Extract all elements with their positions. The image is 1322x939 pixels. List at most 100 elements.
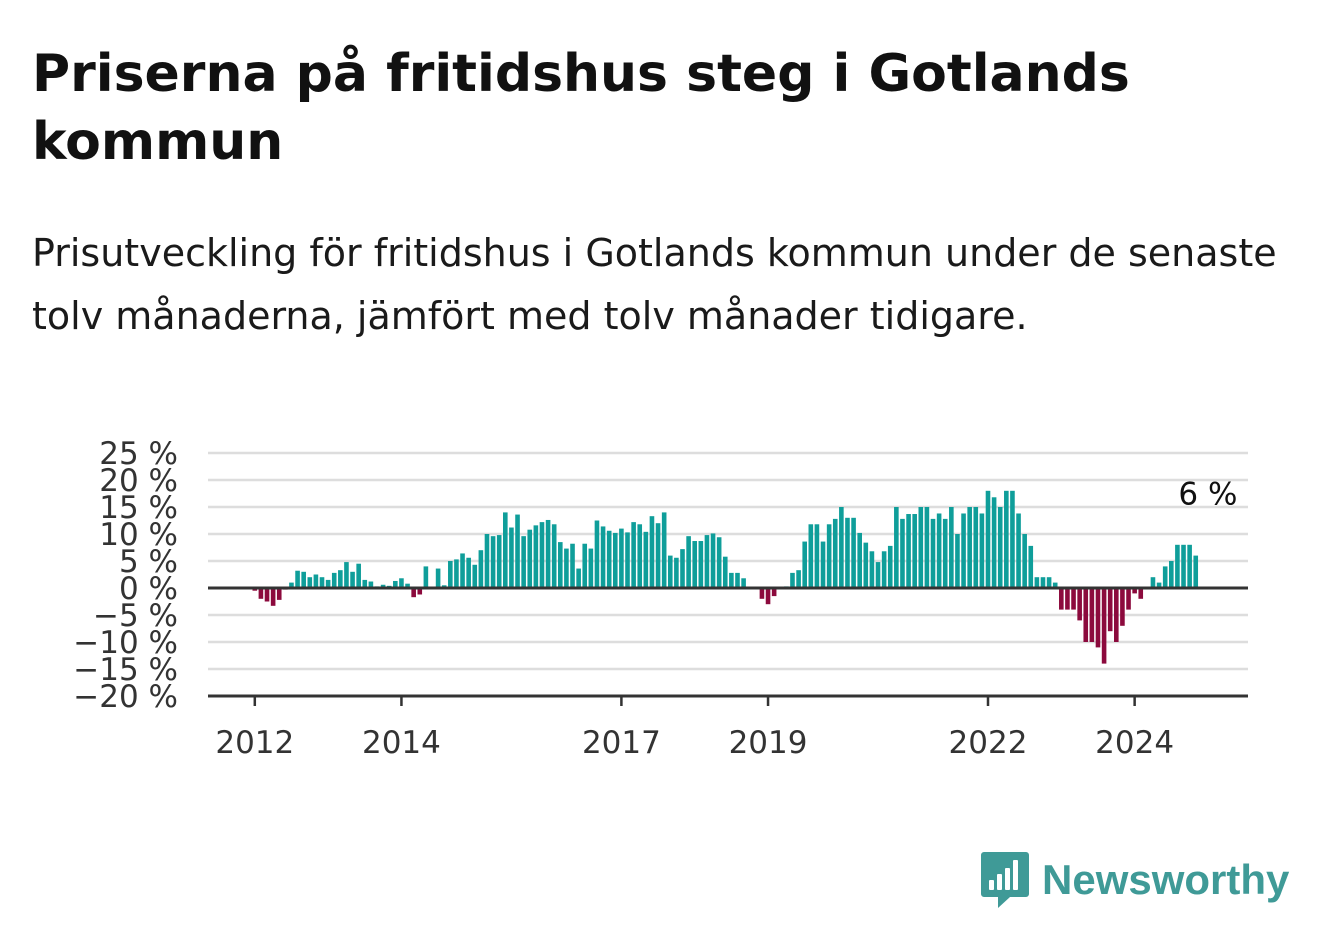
bar xyxy=(655,523,661,588)
bar xyxy=(405,583,410,588)
bar xyxy=(1034,577,1040,588)
bar xyxy=(832,518,838,588)
bar xyxy=(857,532,862,588)
bar xyxy=(936,513,942,588)
bar xyxy=(729,572,734,588)
axes xyxy=(208,586,1248,706)
x-tick-label: 2012 xyxy=(215,725,294,761)
bar xyxy=(484,534,490,588)
bar xyxy=(1046,577,1052,588)
bar xyxy=(545,519,551,588)
bar xyxy=(521,536,526,588)
bar xyxy=(448,561,453,588)
bar xyxy=(1120,588,1125,626)
bar xyxy=(307,577,313,588)
bar xyxy=(301,571,306,588)
bar xyxy=(1004,490,1009,588)
bar xyxy=(1107,588,1113,632)
bar xyxy=(985,490,991,588)
bar xyxy=(716,537,722,588)
bar xyxy=(826,524,832,588)
bar xyxy=(258,588,264,599)
bar xyxy=(881,551,887,588)
bar-chart-logo-icon xyxy=(981,852,1029,908)
bar xyxy=(600,526,606,588)
bar xyxy=(325,579,331,588)
bar xyxy=(967,507,972,588)
y-tick-label: 0 % xyxy=(119,571,178,607)
bar xyxy=(1138,588,1144,599)
bar xyxy=(466,557,471,588)
bar xyxy=(894,507,899,588)
bar xyxy=(771,588,777,597)
bar xyxy=(710,533,716,588)
bar xyxy=(900,518,905,588)
bar xyxy=(667,555,673,588)
bar xyxy=(295,570,300,588)
bar xyxy=(790,572,795,588)
x-tick-label: 2014 xyxy=(362,725,441,761)
bars xyxy=(252,490,1199,664)
bar xyxy=(270,588,276,606)
bar xyxy=(276,588,282,600)
bar xyxy=(313,574,319,588)
annotation-label: 6 % xyxy=(1178,477,1237,513)
brand-name: Newsworthy xyxy=(1042,856,1290,903)
bar xyxy=(637,524,643,588)
bar xyxy=(570,543,575,588)
bar xyxy=(863,542,869,588)
bar xyxy=(368,581,374,588)
y-tick-label: 20 % xyxy=(99,463,178,499)
bar xyxy=(539,522,545,588)
y-tick-label: −5 % xyxy=(93,598,178,634)
bar xyxy=(887,545,893,588)
bar xyxy=(588,548,594,588)
bar xyxy=(478,550,484,588)
bar xyxy=(344,562,349,588)
bar xyxy=(558,542,563,588)
bar xyxy=(1022,534,1027,588)
bar xyxy=(612,532,618,588)
bar xyxy=(1040,577,1046,588)
bar xyxy=(496,535,502,588)
bar xyxy=(1181,544,1186,588)
bar xyxy=(576,568,581,588)
bar xyxy=(802,541,807,588)
bar xyxy=(490,536,496,588)
bar xyxy=(704,535,710,588)
bar xyxy=(1016,513,1021,588)
bar xyxy=(1083,588,1089,642)
bar xyxy=(930,518,936,588)
bar xyxy=(1132,588,1137,594)
bar xyxy=(411,588,416,598)
bar xyxy=(551,524,557,588)
bar xyxy=(955,534,960,588)
bar xyxy=(362,579,368,588)
bar xyxy=(417,588,423,595)
bar xyxy=(649,516,655,588)
bar xyxy=(264,588,270,602)
bar xyxy=(1114,588,1119,642)
bar xyxy=(991,497,997,588)
bar xyxy=(722,556,728,588)
bar xyxy=(643,531,649,588)
bar xyxy=(839,507,844,588)
bar xyxy=(625,532,630,588)
annotations: 6 % xyxy=(1178,477,1237,513)
bar xyxy=(423,566,429,588)
bar xyxy=(820,541,826,588)
bar xyxy=(331,572,337,588)
bar xyxy=(594,520,600,588)
bar xyxy=(661,512,667,588)
bar xyxy=(380,584,386,588)
newsworthy-logo: Newsworthy xyxy=(980,850,1289,910)
bar xyxy=(808,524,814,588)
bar xyxy=(619,528,624,588)
bar xyxy=(454,559,459,588)
bar xyxy=(912,514,917,588)
bar xyxy=(1010,490,1015,588)
bar xyxy=(289,582,294,588)
grid-lines xyxy=(208,451,1248,671)
x-tick-label: 2022 xyxy=(949,725,1028,761)
bar xyxy=(319,577,325,588)
